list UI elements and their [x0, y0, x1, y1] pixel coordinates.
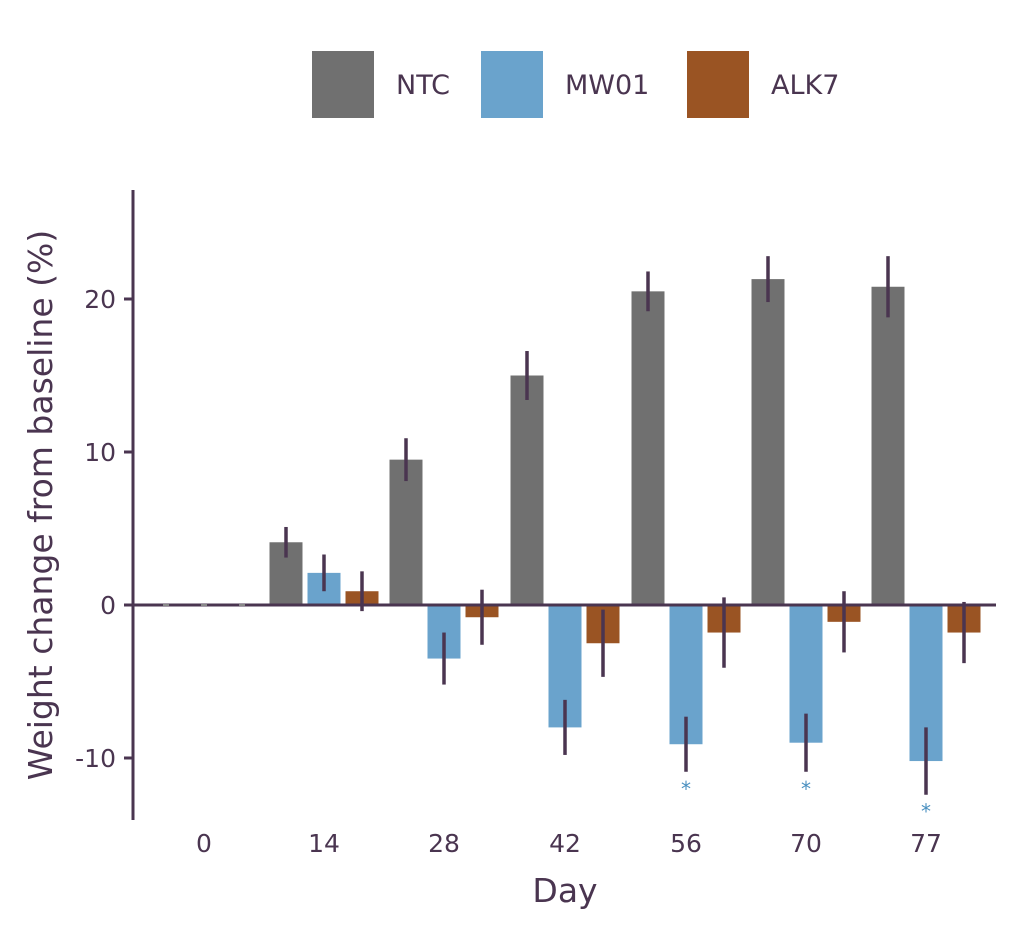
legend-swatch-mw01: [481, 51, 543, 118]
error-bars: [163, 256, 966, 795]
y-ticks: 20 10 0 -10: [75, 285, 133, 773]
x-tick-label: 14: [308, 829, 340, 858]
x-tick-label: 77: [910, 829, 942, 858]
significance-marks: * * *: [681, 777, 931, 824]
y-tick-label: -10: [75, 744, 116, 773]
y-tick-label: 10: [84, 438, 116, 467]
y-tick-label: 0: [100, 591, 116, 620]
bars: [149, 279, 981, 762]
x-ticks: 0 14 28 42 56 70 77: [196, 829, 942, 858]
x-tick-label: 28: [428, 829, 460, 858]
legend-swatch-ntc: [312, 51, 374, 118]
legend-label-mw01: MW01: [565, 70, 649, 101]
legend: NTC MW01 ALK7: [312, 51, 839, 118]
bar-ntc-day-28: [389, 459, 423, 605]
legend-label-alk7: ALK7: [771, 70, 839, 101]
x-tick-label: 42: [549, 829, 581, 858]
x-tick-label: 56: [670, 829, 702, 858]
bar-ntc-day-42: [510, 375, 544, 605]
y-axis-title: Weight change from baseline (%): [21, 230, 60, 781]
significance-asterisk: *: [681, 777, 691, 801]
x-tick-label: 0: [196, 829, 212, 858]
y-tick-label: 20: [84, 285, 116, 314]
bar-ntc-day-77: [871, 286, 905, 605]
legend-label-ntc: NTC: [396, 70, 450, 101]
axes: [131, 190, 996, 820]
x-tick-label: 70: [790, 829, 822, 858]
significance-asterisk: *: [921, 800, 931, 824]
significance-asterisk: *: [801, 777, 811, 801]
legend-swatch-alk7: [687, 51, 749, 118]
bar-ntc-day-70: [751, 279, 785, 605]
x-axis-title: Day: [532, 871, 597, 910]
bar-ntc-day-56: [631, 291, 665, 605]
